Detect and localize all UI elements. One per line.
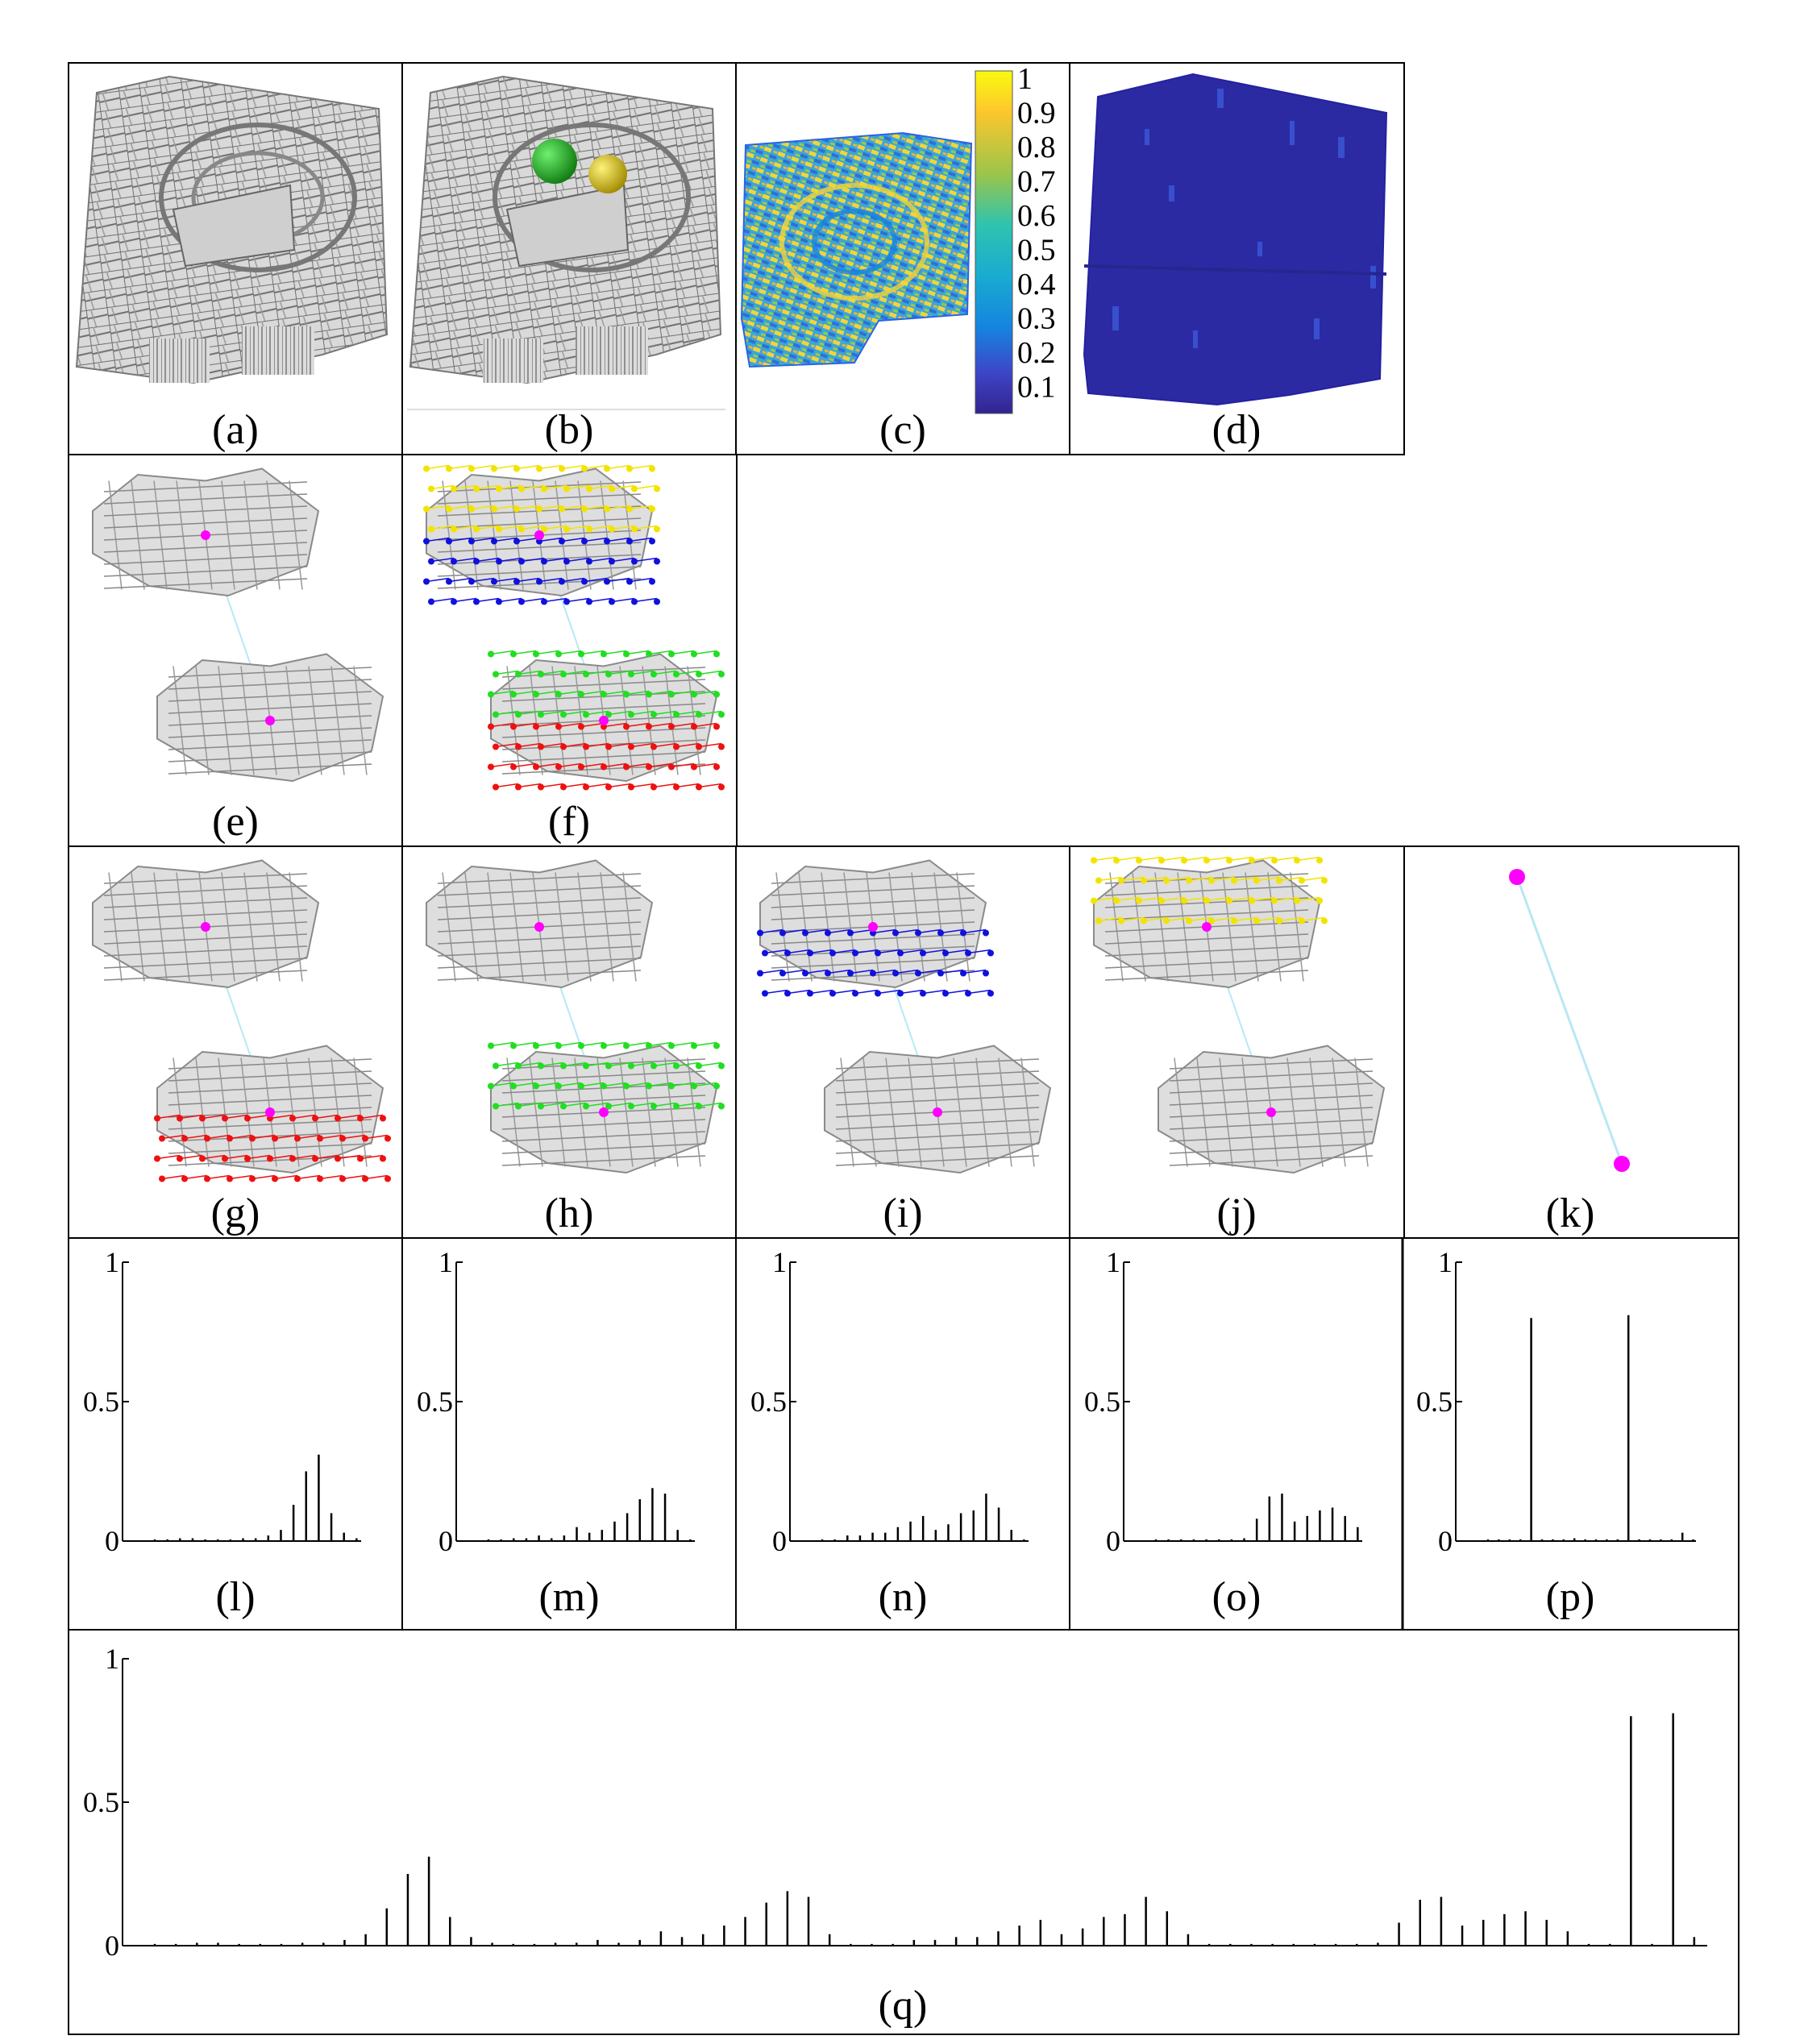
y-tick-label: 1 bbox=[772, 1246, 787, 1278]
colorbar-label: 0.2 bbox=[1017, 336, 1056, 370]
panel-p-caption: (p) bbox=[1546, 1574, 1595, 1620]
histogram-o: 00.51 bbox=[1084, 1246, 1362, 1557]
colorbar-label: 0.8 bbox=[1017, 131, 1056, 164]
center-point-top bbox=[1509, 869, 1525, 885]
center-point bbox=[599, 1107, 609, 1117]
histogram-m: 00.51 bbox=[417, 1246, 695, 1557]
colorbar-label: 0.4 bbox=[1017, 268, 1056, 301]
panel-q-caption: (q) bbox=[879, 1983, 928, 2029]
y-tick-label: 0.5 bbox=[417, 1386, 453, 1418]
colorbar-label: 1 bbox=[1017, 62, 1033, 96]
panel-e-patch-pair bbox=[92, 467, 384, 783]
panel-g-patch-pair bbox=[92, 859, 391, 1182]
histogram-l: 00.51 bbox=[83, 1246, 361, 1557]
panel-e-caption: (e) bbox=[212, 799, 259, 845]
y-tick-label: 0.5 bbox=[750, 1386, 787, 1418]
y-tick-label: 0 bbox=[105, 1525, 119, 1557]
panel-i-caption: (i) bbox=[883, 1190, 922, 1236]
colorbar-label: 0.5 bbox=[1017, 234, 1056, 268]
panel-h-patch-pair bbox=[426, 859, 725, 1174]
center-point bbox=[265, 716, 275, 725]
panel-d-caption: (d) bbox=[1212, 407, 1261, 453]
center-point bbox=[534, 922, 544, 932]
histogram-p: 00.51 bbox=[1416, 1246, 1696, 1557]
panel-j-patch-pair bbox=[1091, 856, 1386, 1174]
panel-c-caption: (c) bbox=[879, 407, 926, 453]
panel-l-caption: (l) bbox=[215, 1574, 255, 1620]
y-tick-label: 0.5 bbox=[1084, 1386, 1120, 1418]
center-point-bottom bbox=[1614, 1156, 1630, 1172]
y-tick-label: 0 bbox=[1106, 1525, 1120, 1557]
panel-k-caption: (k) bbox=[1546, 1190, 1595, 1236]
colorbar-label: 0.9 bbox=[1017, 97, 1056, 131]
green-sphere bbox=[532, 139, 577, 184]
center-point bbox=[201, 530, 210, 540]
panel-a-caption: (a) bbox=[212, 407, 259, 453]
panel-b-surface-mesh bbox=[407, 75, 725, 410]
center-point bbox=[933, 1107, 942, 1117]
y-tick-label: 0 bbox=[1438, 1525, 1453, 1557]
center-point bbox=[1202, 922, 1212, 932]
y-tick-label: 0 bbox=[105, 1930, 119, 1962]
center-point bbox=[201, 922, 210, 932]
colorbar-label: 0.3 bbox=[1017, 302, 1056, 336]
colorbar-label: 0.1 bbox=[1017, 371, 1056, 405]
panel-o-caption: (o) bbox=[1212, 1574, 1261, 1620]
panel-c-colored-surface bbox=[740, 131, 973, 368]
y-tick-label: 0.5 bbox=[83, 1386, 119, 1418]
panel-a-surface-mesh bbox=[75, 75, 389, 384]
center-point bbox=[265, 1107, 275, 1117]
panel-j-caption: (j) bbox=[1216, 1190, 1256, 1236]
panel-h-caption: (h) bbox=[545, 1190, 594, 1236]
center-point bbox=[599, 716, 609, 725]
y-tick-label: 0 bbox=[772, 1525, 787, 1557]
panel-k-points bbox=[1509, 869, 1630, 1172]
y-tick-label: 0.5 bbox=[83, 1786, 119, 1818]
y-tick-label: 1 bbox=[105, 1246, 119, 1278]
panel-frames bbox=[68, 62, 1739, 2035]
y-tick-label: 1 bbox=[1438, 1246, 1453, 1278]
panel-m-caption: (m) bbox=[538, 1574, 599, 1620]
panel-f-patch-pair bbox=[423, 464, 725, 791]
histogram-n: 00.51 bbox=[750, 1246, 1029, 1557]
colorbar-label: 0.6 bbox=[1017, 199, 1056, 233]
colorbar-label: 0.7 bbox=[1017, 165, 1056, 199]
center-point bbox=[1266, 1107, 1276, 1117]
panel-n-caption: (n) bbox=[879, 1574, 928, 1620]
center-point bbox=[534, 530, 544, 540]
panel-b-caption: (b) bbox=[545, 407, 594, 453]
histogram-q: 00.51 bbox=[83, 1643, 1707, 1962]
y-tick-label: 0.5 bbox=[1416, 1386, 1453, 1418]
y-tick-label: 1 bbox=[1106, 1246, 1120, 1278]
center-point bbox=[868, 922, 878, 932]
y-tick-label: 1 bbox=[105, 1643, 119, 1675]
yellow-sphere bbox=[588, 155, 627, 193]
y-tick-label: 1 bbox=[438, 1246, 453, 1278]
panel-d-blue-surface bbox=[1083, 73, 1388, 406]
y-tick-label: 0 bbox=[438, 1525, 453, 1557]
panel-i-patch-pair bbox=[757, 859, 1052, 1174]
colorbar: 10.90.80.70.60.50.40.30.20.1 bbox=[975, 62, 1056, 414]
panel-g-caption: (g) bbox=[211, 1190, 260, 1236]
panel-f-caption: (f) bbox=[548, 799, 590, 845]
